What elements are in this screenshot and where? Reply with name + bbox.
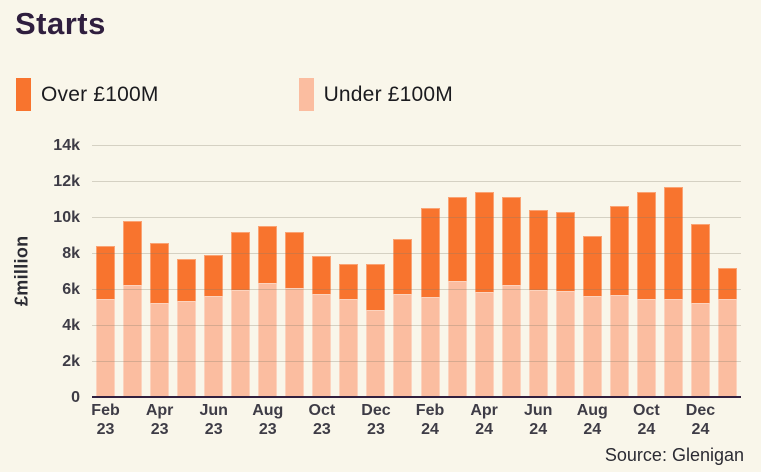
- plot-area: [92, 145, 741, 397]
- bar-segment: [690, 303, 710, 397]
- bar-segment: [636, 191, 656, 299]
- bar-segment: [717, 298, 737, 397]
- bar-segment: [528, 289, 548, 397]
- bar-segment: [447, 197, 467, 281]
- y-axis-tick-label: 0: [71, 389, 80, 406]
- x-axis-tick-label: Jun 24: [523, 402, 553, 438]
- bar-segment: [123, 285, 143, 397]
- bar-segment: [339, 263, 359, 299]
- bar-segment: [204, 254, 224, 297]
- x-axis-line: [92, 396, 741, 398]
- bar-segment: [150, 302, 170, 397]
- bar-segment: [258, 282, 278, 397]
- x-axis-tick-label: Feb 24: [415, 402, 445, 438]
- y-axis-tick-label: 4k: [62, 317, 80, 334]
- legend: Over £100M Under £100M: [16, 78, 453, 111]
- bar-segment: [636, 298, 656, 397]
- bar-segment: [582, 235, 602, 297]
- bar-segment: [96, 245, 116, 299]
- y-axis-tick-label: 2k: [62, 353, 80, 370]
- page-title: Starts: [15, 6, 106, 41]
- y-axis-tick-label: 10k: [53, 209, 80, 226]
- y-axis-tick-label: 12k: [53, 173, 80, 190]
- legend-label: Under £100M: [323, 82, 454, 106]
- x-axis-tick-label: Feb 23: [91, 402, 120, 438]
- bar-segment: [393, 238, 413, 295]
- bar-segment: [528, 209, 548, 290]
- source-attribution: Source: Glenigan: [604, 445, 744, 465]
- legend-item-under-100m: Under £100M: [298, 78, 454, 111]
- bar-segment: [393, 294, 413, 397]
- bar-segment: [420, 297, 440, 397]
- bar-segment: [690, 224, 710, 304]
- bar-segment: [150, 243, 170, 303]
- x-axis-tick-label: Oct 23: [308, 402, 336, 438]
- bar-segment: [96, 298, 116, 397]
- gridline: [92, 145, 741, 146]
- x-axis-tick-label: Dec 23: [361, 402, 391, 438]
- bar-segment: [663, 298, 683, 397]
- gridline: [92, 325, 741, 326]
- bar-segment: [258, 226, 278, 283]
- bar-segment: [474, 191, 494, 292]
- bar-segment: [231, 289, 251, 397]
- bar-segment: [366, 263, 386, 310]
- bar-segment: [285, 232, 305, 289]
- y-axis-tick-label: 14k: [53, 137, 80, 154]
- bar-segment: [717, 268, 737, 299]
- bar-segment: [555, 290, 575, 397]
- y-axis-tick-label: 6k: [62, 281, 80, 298]
- bar-segment: [501, 197, 521, 286]
- bar-segment: [420, 208, 440, 298]
- x-axis-tick-label: Apr 24: [470, 402, 498, 438]
- x-axis-tick-label: Aug 23: [252, 402, 284, 438]
- x-axis-tick-label: Jun 23: [199, 402, 228, 438]
- bar-segment: [663, 187, 683, 299]
- bar-segment: [609, 295, 629, 397]
- bar-segment: [231, 232, 251, 290]
- bar-segment: [582, 296, 602, 397]
- bar-segment: [285, 288, 305, 397]
- bar-segment: [204, 296, 224, 397]
- bar-segment: [447, 280, 467, 397]
- bar-segment: [609, 206, 629, 296]
- legend-swatch-under-100m-icon: [298, 78, 314, 111]
- gridline: [92, 181, 741, 182]
- legend-item-over-100m: Over £100M: [16, 78, 159, 111]
- gridline: [92, 361, 741, 362]
- bar-segment: [501, 285, 521, 397]
- gridline: [92, 289, 741, 290]
- y-axis-tick-label: 8k: [62, 245, 80, 262]
- bar-segment: [123, 220, 143, 286]
- bar-segment: [366, 309, 386, 397]
- bar-segment: [177, 300, 197, 397]
- gridline: [92, 217, 741, 218]
- bar-segment: [339, 298, 359, 397]
- x-axis-tick-label: Dec 24: [685, 402, 716, 438]
- x-axis-tick-label: Apr 23: [145, 402, 174, 438]
- bar-segment: [312, 293, 332, 397]
- bar-segment: [177, 259, 197, 301]
- bar-segment: [312, 255, 332, 294]
- gridline: [92, 253, 741, 254]
- bar-segment: [555, 211, 575, 291]
- legend-label: Over £100M: [41, 82, 159, 106]
- legend-swatch-over-100m-icon: [16, 78, 31, 111]
- x-axis-tick-label: Oct 24: [633, 402, 660, 438]
- x-axis-tick-label: Aug 24: [576, 402, 608, 438]
- bar-segment: [474, 291, 494, 397]
